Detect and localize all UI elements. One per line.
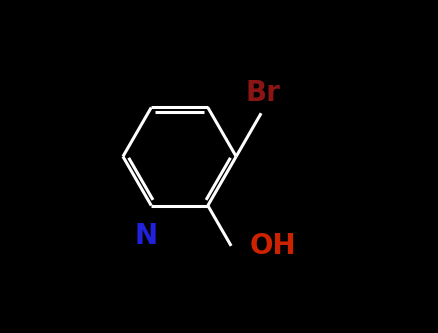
Text: OH: OH bbox=[249, 232, 295, 260]
Text: N: N bbox=[134, 222, 157, 250]
Text: Br: Br bbox=[245, 79, 279, 107]
